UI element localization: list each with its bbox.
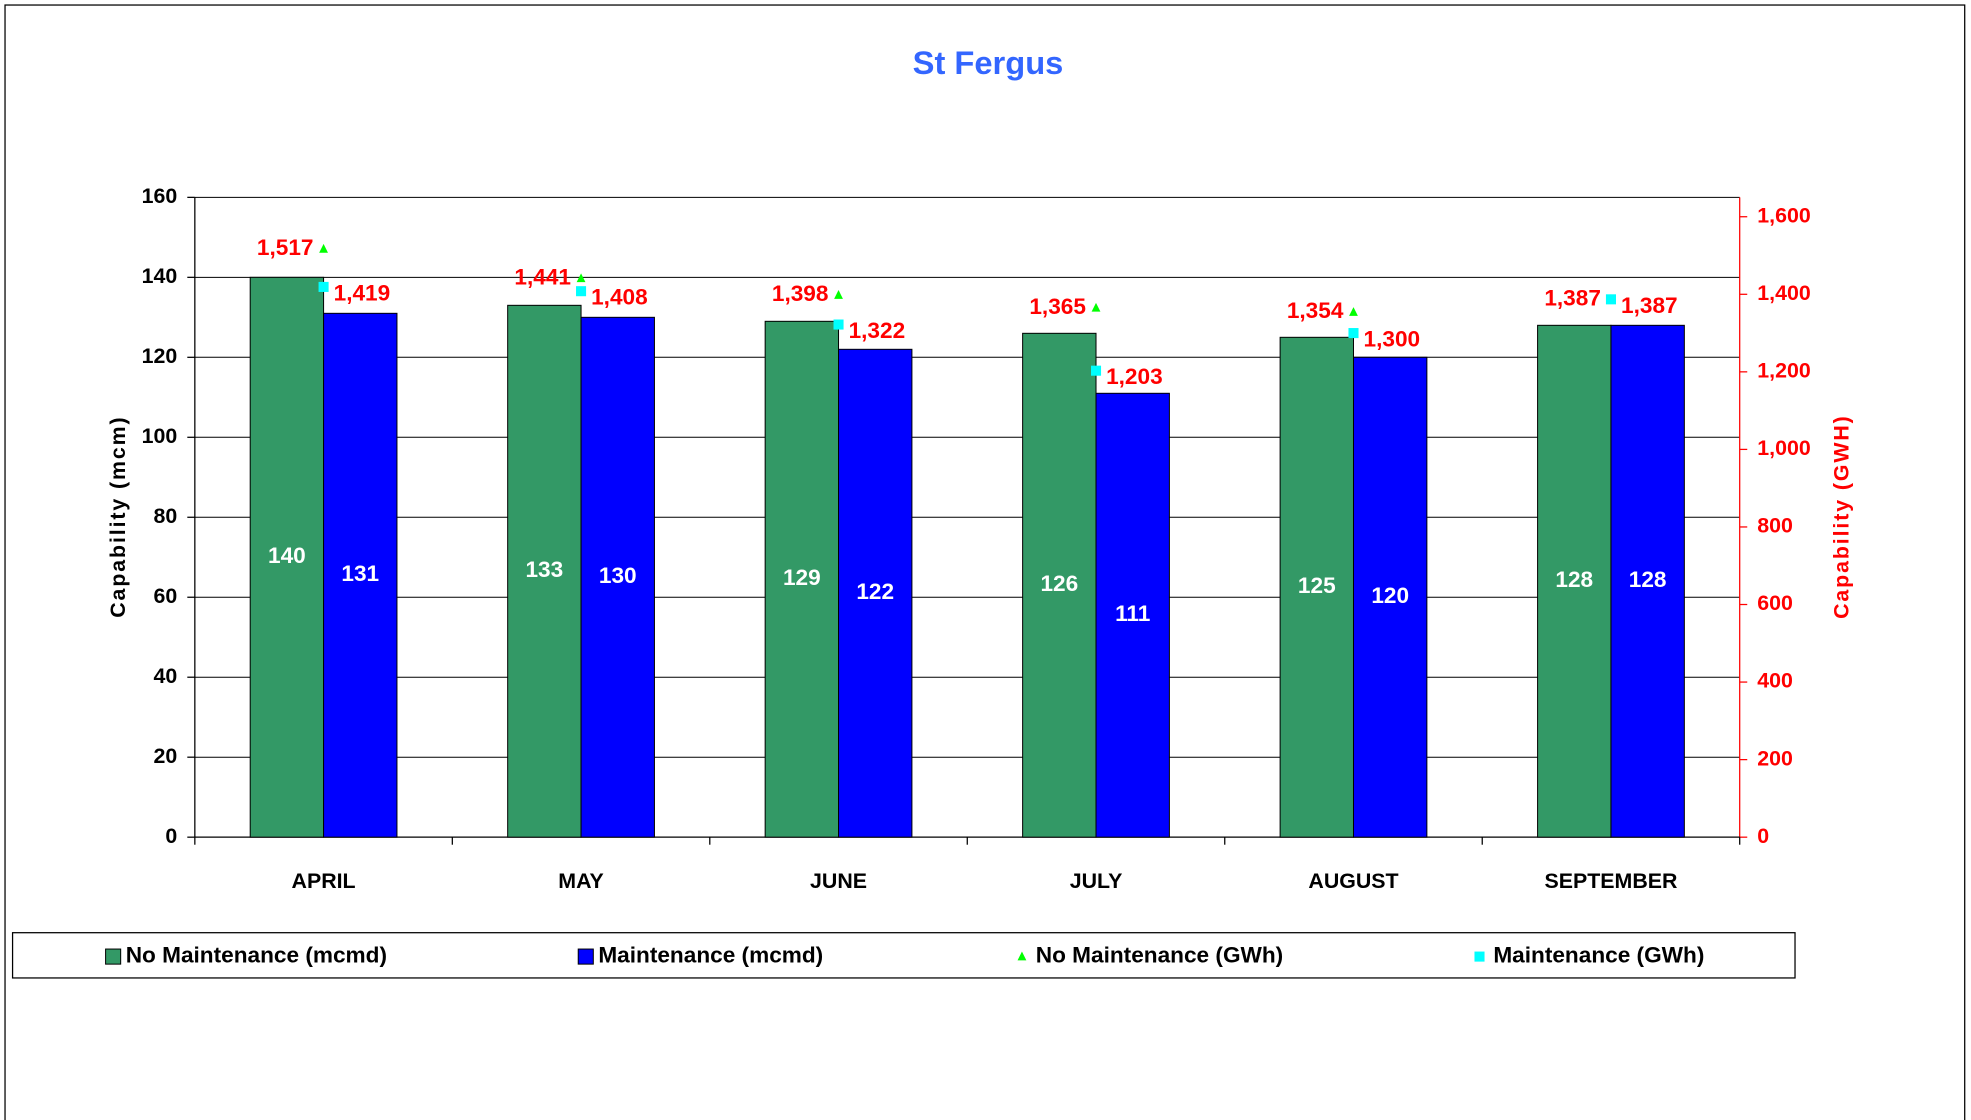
x-tick-label: APRIL [292, 869, 356, 893]
bar-value-label: 120 [1371, 583, 1409, 608]
y-tick-label: 160 [142, 184, 178, 208]
y-axis-label: Capability (mcm) [106, 416, 130, 618]
legend-box [11, 932, 1796, 979]
y2-tick-label: 600 [1757, 591, 1793, 615]
marker [834, 290, 843, 299]
y2-tick-label: 1,600 [1757, 203, 1810, 227]
marker [576, 286, 587, 297]
bar-value-label: 128 [1629, 567, 1667, 592]
bar [764, 320, 840, 838]
legend-swatch [105, 948, 122, 965]
point-value-label: 1,408 [591, 285, 648, 310]
point-value-label: 1,517 [257, 235, 314, 260]
point-value-label: 1,354 [1287, 298, 1344, 323]
y2-tick-label: 0 [1757, 824, 1769, 848]
legend-swatch [577, 948, 594, 965]
y2-tick-label: 1,200 [1757, 358, 1810, 382]
x-tick-label: JULY [1070, 869, 1123, 893]
bar-value-label: 130 [599, 563, 637, 588]
legend-label: No Maintenance (GWh) [1036, 943, 1283, 968]
bar [1610, 324, 1685, 838]
bar-value-label: 128 [1555, 567, 1593, 592]
point-value-label: 1,300 [1364, 327, 1421, 352]
bar-value-label: 129 [783, 565, 821, 590]
y2-tick-label: 400 [1757, 669, 1793, 693]
chart-title: St Fergus [913, 44, 1064, 81]
y2-tick-label: 1,000 [1757, 436, 1810, 460]
frame [4, 4, 1966, 1120]
legend-swatch [1474, 951, 1485, 962]
point-value-label: 1,441 [514, 264, 571, 289]
bar-value-label: 133 [525, 557, 563, 582]
x-tick-label: MAY [558, 869, 604, 893]
bar [580, 316, 655, 838]
point-value-label: 1,398 [772, 281, 829, 306]
bar [838, 348, 913, 838]
y-tick-label: 140 [142, 264, 178, 288]
y2-tick-label: 800 [1757, 514, 1793, 538]
bar-value-label: 126 [1040, 571, 1078, 596]
y2-tick-label: 200 [1757, 746, 1793, 770]
y-tick-label: 40 [153, 664, 177, 688]
marker [833, 319, 844, 330]
bar [1537, 324, 1612, 838]
y-tick-label: 20 [153, 744, 177, 768]
legend-label: Maintenance (mcmd) [598, 943, 823, 968]
marker [318, 281, 329, 292]
marker [1349, 307, 1358, 316]
bar [1095, 392, 1170, 838]
marker [1348, 328, 1359, 339]
marker [1090, 365, 1102, 376]
bar [1022, 332, 1097, 838]
bar [507, 304, 582, 838]
marker [319, 243, 328, 253]
point-value-label: 1,365 [1029, 294, 1086, 319]
legend-label: No Maintenance (mcmd) [126, 943, 387, 968]
marker [1091, 302, 1101, 312]
y-tick-label: 120 [142, 344, 178, 368]
point-value-label: 1,419 [334, 280, 391, 305]
y2-axis-label: Capability (GWH) [1829, 414, 1853, 619]
bar [323, 312, 398, 838]
point-value-label: 1,387 [1544, 285, 1601, 310]
x-tick-label: AUGUST [1308, 869, 1398, 893]
point-value-label: 1,387 [1621, 293, 1678, 318]
marker [576, 273, 586, 283]
y-tick-label: 80 [153, 504, 177, 528]
y-tick-label: 0 [165, 824, 177, 848]
marker [1605, 294, 1616, 305]
bar-value-label: 131 [341, 561, 379, 586]
x-tick-label: SEPTEMBER [1545, 869, 1678, 893]
y2-tick-label: 1,400 [1757, 281, 1810, 305]
bar-value-label: 140 [268, 543, 306, 568]
legend-swatch [1017, 951, 1027, 961]
bar-value-label: 122 [856, 579, 894, 604]
legend-label: Maintenance (GWh) [1493, 943, 1704, 968]
x-tick-label: JUNE [810, 869, 867, 893]
bar-value-label: 111 [1115, 601, 1150, 626]
y-tick-label: 100 [142, 424, 178, 448]
bar [1352, 356, 1428, 838]
y-tick-label: 60 [153, 584, 177, 608]
point-value-label: 1,322 [849, 318, 906, 343]
bar [1279, 336, 1354, 838]
point-value-label: 1,203 [1106, 364, 1163, 389]
bar-value-label: 125 [1298, 573, 1336, 598]
